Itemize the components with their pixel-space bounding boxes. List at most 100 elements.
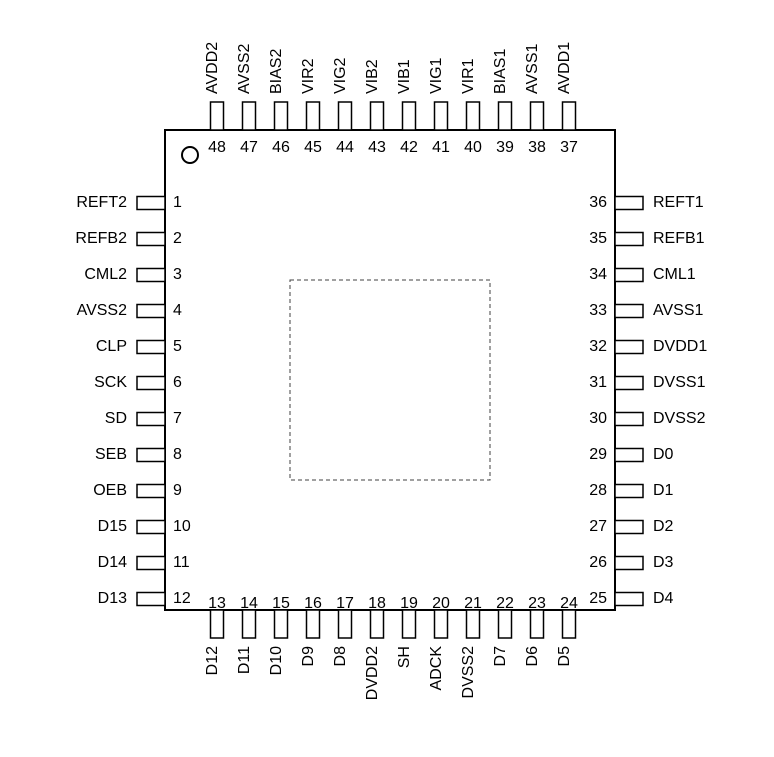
pin-number: 35 — [589, 230, 607, 247]
pin-pad — [563, 610, 576, 638]
pin-number: 46 — [272, 139, 290, 156]
pin-number: 34 — [589, 266, 607, 283]
pin-number: 14 — [240, 595, 258, 612]
pin-pad — [137, 197, 165, 210]
pin-name: D6 — [524, 646, 541, 667]
pin-number: 45 — [304, 139, 322, 156]
pin-pad — [371, 610, 384, 638]
pin-name: D7 — [492, 646, 509, 667]
pin-number: 33 — [589, 302, 607, 319]
pin-pad — [615, 377, 643, 390]
pin-number: 16 — [304, 595, 322, 612]
pin-pad — [137, 557, 165, 570]
pin-number: 41 — [432, 139, 450, 156]
pin-name: AVSS2 — [236, 44, 253, 95]
pin-pad — [339, 102, 352, 130]
pin-number: 1 — [173, 194, 182, 211]
pin-name: VIB2 — [364, 59, 381, 94]
pin-number: 8 — [173, 446, 182, 463]
pin-name: SCK — [94, 374, 127, 391]
pin-name: AVSS1 — [653, 302, 704, 319]
pin-pad — [339, 610, 352, 638]
pin-name: D9 — [300, 646, 317, 667]
pin-number: 31 — [589, 374, 607, 391]
pin-pad — [137, 269, 165, 282]
pin-number: 6 — [173, 374, 182, 391]
pin-pad — [615, 449, 643, 462]
pin-name: DVDD1 — [653, 338, 707, 355]
pin-number: 2 — [173, 230, 182, 247]
pin-number: 3 — [173, 266, 182, 283]
pin-number: 28 — [589, 482, 607, 499]
pin-number: 44 — [336, 139, 354, 156]
pin-name: BIAS1 — [492, 49, 509, 94]
pin-name: D3 — [653, 554, 674, 571]
pin-number: 4 — [173, 302, 182, 319]
pin-number: 40 — [464, 139, 482, 156]
pin-pad — [435, 610, 448, 638]
pin-number: 7 — [173, 410, 182, 427]
pin-number: 22 — [496, 595, 514, 612]
pin-name: VIG1 — [428, 57, 445, 94]
pin-name: D14 — [98, 554, 127, 571]
pin-number: 19 — [400, 595, 418, 612]
pin-pad — [137, 593, 165, 606]
pin-name: CML2 — [84, 266, 127, 283]
pin-pad — [137, 305, 165, 318]
pin-name: DVSS2 — [460, 646, 477, 699]
pin-number: 23 — [528, 595, 546, 612]
pin-name: D13 — [98, 590, 127, 607]
pin-number: 9 — [173, 482, 182, 499]
pin-number: 21 — [464, 595, 482, 612]
pin-pad — [615, 413, 643, 426]
pin-pad — [435, 102, 448, 130]
pin-pad — [275, 610, 288, 638]
pin-number: 48 — [208, 139, 226, 156]
pin-name: D15 — [98, 518, 127, 535]
pin-number: 10 — [173, 518, 191, 535]
pin-name: VIG2 — [332, 57, 349, 94]
pin-pad — [615, 341, 643, 354]
pin-pad — [137, 449, 165, 462]
pin-name: OEB — [93, 482, 127, 499]
pin-number: 43 — [368, 139, 386, 156]
pin-pad — [531, 102, 544, 130]
pin-pad — [137, 233, 165, 246]
pin-name: CLP — [96, 338, 127, 355]
pin-name: SD — [105, 410, 127, 427]
pin-pad — [615, 269, 643, 282]
pin-name: ADCK — [428, 646, 445, 691]
pin-pad — [211, 610, 224, 638]
pin-name: REFB1 — [653, 230, 705, 247]
pin-number: 47 — [240, 139, 258, 156]
pin-name: CML1 — [653, 266, 696, 283]
ic-pinout-diagram: 1REFT22REFB23CML24AVSS25CLP6SCK7SD8SEB9O… — [0, 0, 774, 757]
pin-pad — [499, 610, 512, 638]
pin-name: D11 — [236, 646, 253, 674]
pin-name: SH — [396, 646, 413, 668]
pin-pad — [403, 102, 416, 130]
pin-pad — [137, 413, 165, 426]
pin-name: BIAS2 — [268, 49, 285, 94]
pin-number: 13 — [208, 595, 226, 612]
pin-pad — [137, 485, 165, 498]
pin-name: VIR2 — [300, 58, 317, 94]
pin-number: 27 — [589, 518, 607, 535]
pin-number: 5 — [173, 338, 182, 355]
pin-pad — [137, 521, 165, 534]
pin-pad — [403, 610, 416, 638]
pin-pad — [615, 521, 643, 534]
pin-number: 15 — [272, 595, 290, 612]
pin-name: VIB1 — [396, 59, 413, 94]
pin-name: D1 — [653, 482, 674, 499]
pin-number: 37 — [560, 139, 578, 156]
pin-name: AVDD1 — [556, 42, 573, 94]
pin-number: 20 — [432, 595, 450, 612]
pin-pad — [275, 102, 288, 130]
pin-name: D8 — [332, 646, 349, 667]
pin-name: DVSS1 — [653, 374, 706, 391]
pin-pad — [307, 102, 320, 130]
pin-name: D2 — [653, 518, 674, 535]
pin-number: 26 — [589, 554, 607, 571]
pin-number: 39 — [496, 139, 514, 156]
